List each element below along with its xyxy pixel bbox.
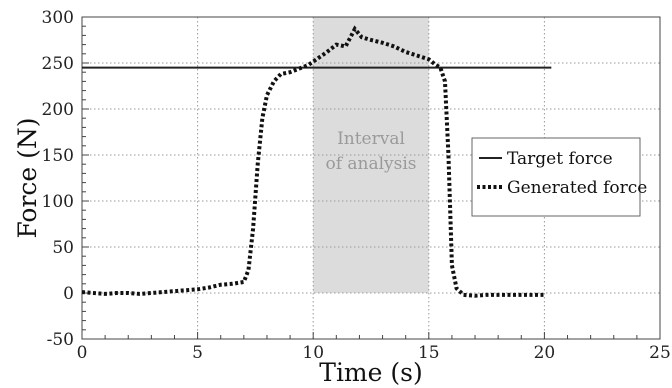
legend-target-label: Target force <box>507 149 613 169</box>
legend: Target force Generated force <box>471 137 647 217</box>
x-tick-label: 15 <box>418 343 440 363</box>
x-tick-label: 5 <box>192 343 203 363</box>
legend-box <box>471 137 641 217</box>
interval-label-line-1: Interval <box>337 129 405 149</box>
y-tick-label: 200 <box>42 100 74 120</box>
x-tick-label: 20 <box>534 343 556 363</box>
x-tick-label: 25 <box>649 343 671 363</box>
y-tick-label: -50 <box>47 330 74 350</box>
y-tick-label: 0 <box>63 284 74 304</box>
tick-marks <box>81 16 661 340</box>
legend-generated-label: Generated force <box>507 178 647 198</box>
x-tick-label: 0 <box>77 343 88 363</box>
y-tick-label: 50 <box>52 238 74 258</box>
plot-frame <box>81 16 661 340</box>
y-axis-title: Force (N) <box>13 117 42 238</box>
y-tick-label: 300 <box>42 8 74 28</box>
interval-label-line-2: of analysis <box>325 154 416 174</box>
y-tick-label: 250 <box>42 54 74 74</box>
x-axis-title: Time (s) <box>319 358 422 387</box>
x-tick-label: 10 <box>302 343 324 363</box>
y-tick-label: 150 <box>42 146 74 166</box>
y-tick-label: 100 <box>42 192 74 212</box>
